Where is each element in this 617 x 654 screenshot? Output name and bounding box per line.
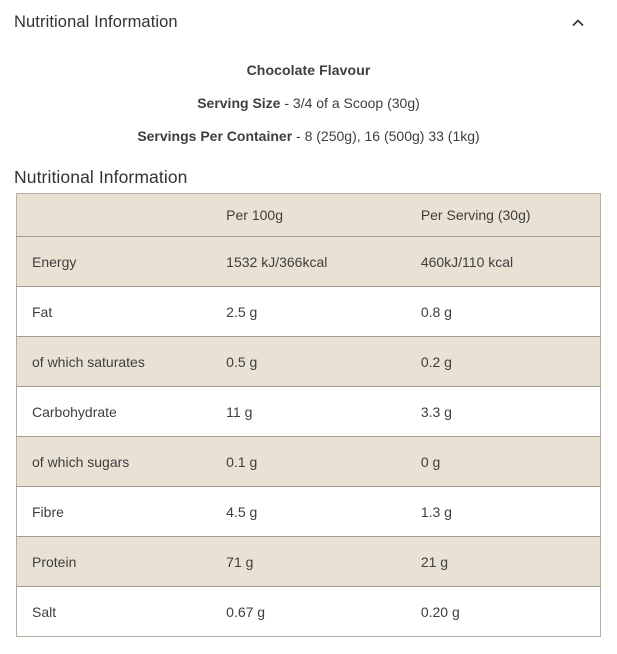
row-label: Salt	[16, 586, 212, 637]
row-per-100g: 11 g	[211, 386, 406, 437]
row-per-100g: 0.67 g	[211, 586, 406, 637]
row-per-serving: 3.3 g	[405, 386, 601, 437]
column-header-per-100g: Per 100g	[211, 193, 406, 237]
accordion-header[interactable]: Nutritional Information	[0, 0, 617, 32]
row-label: Fibre	[16, 486, 212, 537]
accordion-title: Nutritional Information	[14, 13, 178, 31]
column-header-per-serving: Per Serving (30g)	[405, 193, 601, 237]
table-row: Energy 1532 kJ/366kcal 460kJ/110 kcal	[16, 236, 601, 287]
table-row: Salt 0.67 g 0.20 g	[16, 586, 601, 637]
intro-block: Chocolate Flavour Serving Size - 3/4 of …	[0, 63, 617, 143]
table-row: of which saturates 0.5 g 0.2 g	[16, 336, 601, 387]
chevron-up-icon[interactable]	[569, 14, 587, 32]
row-per-100g: 0.1 g	[211, 436, 406, 487]
row-per-serving: 0.20 g	[405, 586, 601, 637]
serving-size-label: Serving Size	[197, 95, 281, 111]
servings-per-container-label: Servings Per Container	[137, 128, 293, 144]
row-label: Protein	[16, 536, 212, 587]
row-label: Carbohydrate	[16, 386, 212, 437]
row-per-serving: 0.8 g	[405, 286, 601, 337]
serving-size-value: - 3/4 of a Scoop (30g)	[280, 95, 420, 111]
row-per-serving: 21 g	[405, 536, 601, 587]
row-label: of which sugars	[16, 436, 212, 487]
row-per-100g: 71 g	[211, 536, 406, 587]
table-heading: Nutritional Information	[14, 167, 188, 187]
table-header-row: Per 100g Per Serving (30g)	[16, 193, 601, 237]
row-per-serving: 0 g	[405, 436, 601, 487]
servings-per-container-value: - 8 (250g), 16 (500g) 33 (1kg)	[292, 128, 480, 144]
table-row: Fibre 4.5 g 1.3 g	[16, 486, 601, 537]
row-per-100g: 0.5 g	[211, 336, 406, 387]
nutrition-table: Per 100g Per Serving (30g) Energy 1532 kJ…	[16, 193, 601, 637]
row-per-100g: 1532 kJ/366kcal	[211, 236, 406, 287]
nutritional-information-panel: Nutritional Information Chocolate Flavou…	[0, 0, 617, 637]
row-label: Energy	[16, 236, 212, 287]
flavour-line: Chocolate Flavour	[246, 62, 371, 78]
row-per-serving: 1.3 g	[405, 486, 601, 537]
row-per-serving: 0.2 g	[405, 336, 601, 387]
table-row: Fat 2.5 g 0.8 g	[16, 286, 601, 337]
row-label: of which saturates	[16, 336, 212, 387]
servings-per-container-line: Servings Per Container - 8 (250g), 16 (5…	[0, 129, 617, 143]
row-per-100g: 4.5 g	[211, 486, 406, 537]
row-per-100g: 2.5 g	[211, 286, 406, 337]
table-row: Protein 71 g 21 g	[16, 536, 601, 587]
row-label: Fat	[16, 286, 212, 337]
row-per-serving: 460kJ/110 kcal	[405, 236, 601, 287]
column-header-nutrient	[16, 193, 212, 237]
table-row: Carbohydrate 11 g 3.3 g	[16, 386, 601, 437]
serving-size-line: Serving Size - 3/4 of a Scoop (30g)	[0, 96, 617, 110]
